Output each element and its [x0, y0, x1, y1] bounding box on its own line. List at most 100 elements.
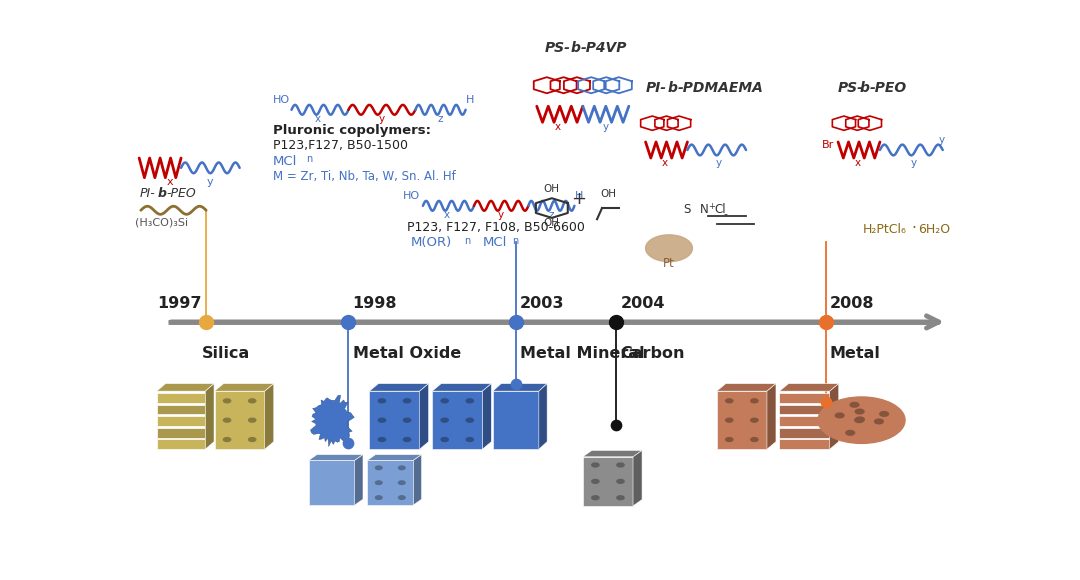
- Text: +: +: [571, 190, 586, 208]
- Text: x: x: [662, 158, 667, 168]
- Text: -PEO: -PEO: [869, 81, 907, 95]
- Polygon shape: [646, 235, 692, 262]
- Polygon shape: [157, 383, 214, 391]
- Bar: [780, 393, 829, 403]
- Text: x: x: [555, 122, 561, 132]
- Text: Cl: Cl: [714, 202, 726, 216]
- Circle shape: [441, 418, 448, 422]
- Text: Silica: Silica: [202, 346, 251, 361]
- Text: y: y: [207, 177, 214, 187]
- Text: HO: HO: [273, 95, 291, 105]
- Text: PI-: PI-: [646, 81, 666, 95]
- Circle shape: [248, 437, 256, 441]
- Point: [508, 380, 525, 389]
- Text: b: b: [860, 81, 869, 95]
- Text: x: x: [854, 158, 861, 168]
- FancyBboxPatch shape: [369, 391, 420, 449]
- Text: b: b: [571, 41, 581, 55]
- Circle shape: [378, 399, 386, 403]
- Polygon shape: [309, 455, 363, 461]
- Text: (H₃CO)₃Si: (H₃CO)₃Si: [135, 218, 188, 228]
- Circle shape: [399, 496, 405, 499]
- Circle shape: [726, 399, 733, 403]
- Text: HO: HO: [403, 191, 420, 201]
- Polygon shape: [539, 383, 548, 449]
- Text: H₂PtCl₆: H₂PtCl₆: [863, 223, 907, 235]
- Text: y: y: [939, 135, 945, 145]
- Polygon shape: [265, 383, 273, 449]
- Bar: [780, 439, 829, 449]
- Circle shape: [751, 399, 758, 403]
- Text: b: b: [158, 187, 166, 200]
- Text: M = Zr, Ti, Nb, Ta, W, Sn. Al. Hf: M = Zr, Ti, Nb, Ta, W, Sn. Al. Hf: [273, 170, 456, 183]
- Circle shape: [378, 418, 386, 422]
- Circle shape: [467, 418, 473, 422]
- Text: 2008: 2008: [829, 296, 874, 311]
- Circle shape: [467, 399, 473, 403]
- Circle shape: [399, 481, 405, 484]
- Bar: [780, 416, 829, 426]
- Circle shape: [751, 437, 758, 441]
- Text: -: -: [724, 209, 728, 219]
- Point: [816, 398, 834, 407]
- FancyBboxPatch shape: [367, 461, 414, 505]
- Circle shape: [850, 403, 859, 407]
- Circle shape: [404, 399, 410, 403]
- Polygon shape: [311, 395, 354, 447]
- Text: M(OR): M(OR): [411, 236, 453, 249]
- Point: [508, 317, 525, 327]
- Text: Carbon: Carbon: [620, 346, 685, 361]
- Circle shape: [726, 437, 733, 441]
- Circle shape: [875, 419, 883, 424]
- Text: -P4VP: -P4VP: [581, 41, 627, 55]
- Circle shape: [818, 397, 905, 443]
- Text: y: y: [715, 158, 721, 168]
- Circle shape: [880, 412, 889, 416]
- Polygon shape: [369, 383, 429, 391]
- Point: [608, 420, 625, 429]
- Circle shape: [224, 418, 231, 422]
- Text: x: x: [314, 114, 321, 124]
- FancyBboxPatch shape: [583, 457, 633, 506]
- Text: N: N: [700, 202, 708, 216]
- FancyBboxPatch shape: [432, 391, 483, 449]
- Text: Metal Oxide: Metal Oxide: [352, 346, 461, 361]
- Circle shape: [855, 409, 864, 414]
- Text: -PDMAEMA: -PDMAEMA: [677, 81, 764, 95]
- Text: n: n: [464, 236, 470, 246]
- Polygon shape: [419, 383, 429, 449]
- Text: b: b: [667, 81, 677, 95]
- Point: [198, 317, 215, 327]
- Text: x: x: [443, 211, 449, 220]
- Text: MCl: MCl: [273, 155, 297, 168]
- Text: Pt: Pt: [663, 257, 675, 270]
- Circle shape: [854, 418, 864, 422]
- Text: OH: OH: [600, 189, 617, 199]
- Text: Pluronic copolymers:: Pluronic copolymers:: [273, 124, 431, 137]
- Text: n: n: [306, 154, 312, 164]
- FancyBboxPatch shape: [717, 391, 767, 449]
- Bar: [780, 404, 829, 414]
- Text: y: y: [498, 211, 504, 220]
- Bar: [157, 427, 205, 437]
- Polygon shape: [767, 383, 775, 449]
- Circle shape: [248, 418, 256, 422]
- Circle shape: [224, 399, 231, 403]
- Polygon shape: [633, 451, 642, 506]
- Text: OH: OH: [544, 184, 559, 194]
- Polygon shape: [432, 383, 491, 391]
- Text: y: y: [379, 114, 384, 124]
- Circle shape: [404, 437, 410, 441]
- Polygon shape: [717, 383, 775, 391]
- Polygon shape: [492, 383, 548, 391]
- Text: Metal Mineral: Metal Mineral: [521, 346, 645, 361]
- Text: Br: Br: [822, 140, 834, 150]
- Text: P123,F127, B50-1500: P123,F127, B50-1500: [273, 139, 408, 152]
- Point: [340, 317, 357, 327]
- Text: H: H: [465, 95, 474, 105]
- Bar: [157, 416, 205, 426]
- Polygon shape: [780, 383, 839, 391]
- Bar: [157, 439, 205, 449]
- Text: 2004: 2004: [620, 296, 665, 311]
- Text: PS-: PS-: [838, 81, 864, 95]
